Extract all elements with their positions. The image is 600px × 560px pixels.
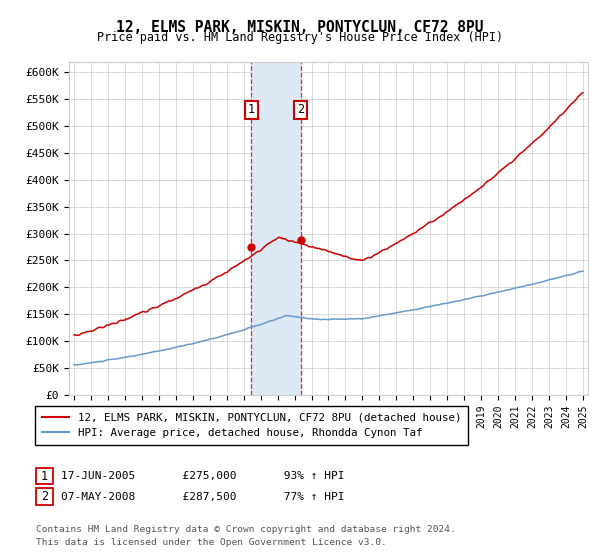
Bar — [251, 62, 301, 395]
Text: 1: 1 — [248, 104, 255, 116]
Legend: 12, ELMS PARK, MISKIN, PONTYCLUN, CF72 8PU (detached house), HPI: Average price,: 12, ELMS PARK, MISKIN, PONTYCLUN, CF72 8… — [35, 407, 467, 445]
Text: Contains HM Land Registry data © Crown copyright and database right 2024.
This d: Contains HM Land Registry data © Crown c… — [36, 525, 456, 547]
Text: 17-JUN-2005       £275,000       93% ↑ HPI: 17-JUN-2005 £275,000 93% ↑ HPI — [61, 471, 344, 481]
Text: 07-MAY-2008       £287,500       77% ↑ HPI: 07-MAY-2008 £287,500 77% ↑ HPI — [61, 492, 344, 502]
Text: 12, ELMS PARK, MISKIN, PONTYCLUN, CF72 8PU: 12, ELMS PARK, MISKIN, PONTYCLUN, CF72 8… — [116, 20, 484, 35]
Text: 2: 2 — [41, 490, 48, 503]
Text: 1: 1 — [41, 469, 48, 483]
Text: Price paid vs. HM Land Registry's House Price Index (HPI): Price paid vs. HM Land Registry's House … — [97, 31, 503, 44]
Text: 2: 2 — [297, 104, 304, 116]
